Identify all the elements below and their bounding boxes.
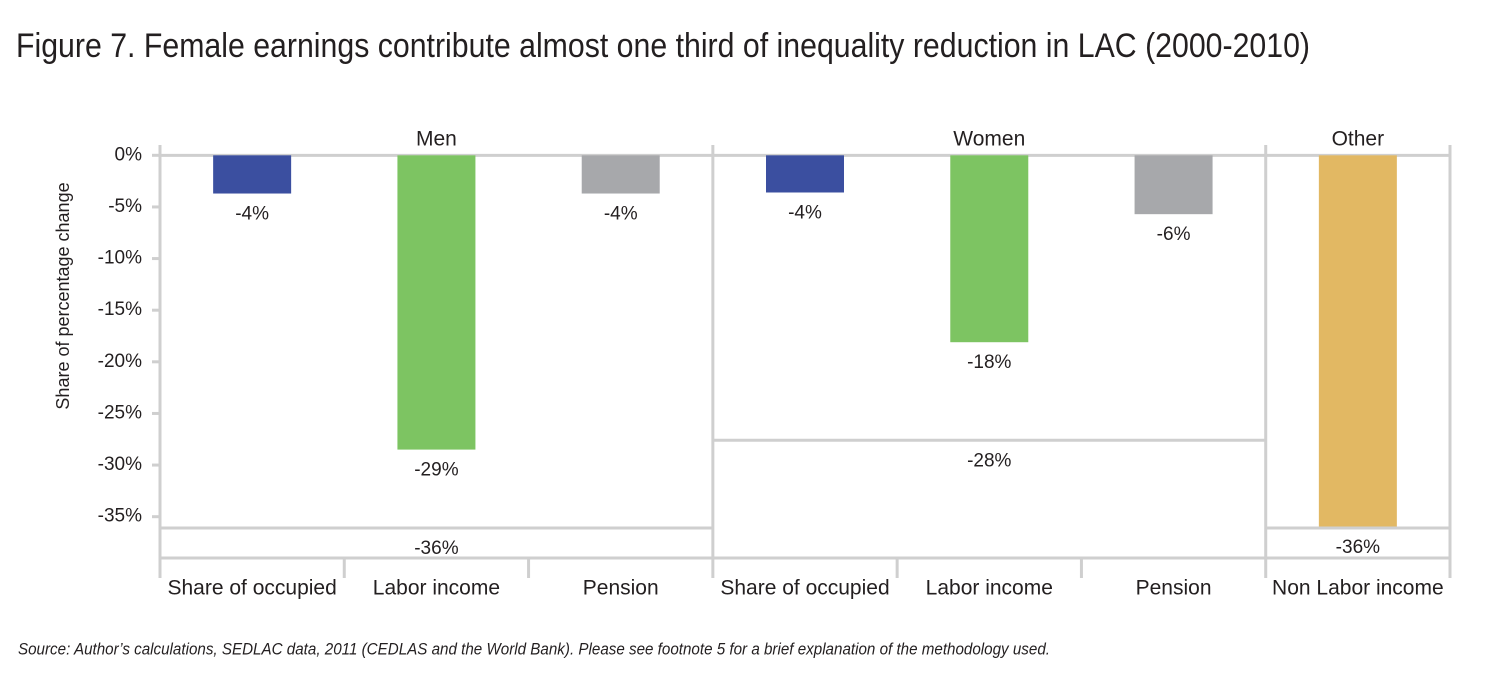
- y-tick-label: 0%: [115, 144, 143, 165]
- y-tick-label: -35%: [98, 506, 142, 527]
- group-total-label: -28%: [967, 450, 1011, 471]
- value-label: -4%: [604, 204, 638, 225]
- value-label: -6%: [1157, 224, 1191, 245]
- y-tick-label: -5%: [108, 196, 142, 217]
- source-note: Source: Author’s calculations, SEDLAC da…: [18, 639, 1050, 658]
- bar: [766, 155, 844, 193]
- y-tick-label: -10%: [98, 248, 142, 269]
- y-tick-label: -15%: [98, 299, 142, 320]
- y-axis-label: Share of percentage change: [53, 182, 73, 409]
- x-tick-label: Share of occupied: [167, 577, 336, 600]
- chart-title: Figure 7. Female earnings contribute alm…: [16, 27, 1310, 65]
- x-tick-label: Pension: [583, 577, 659, 600]
- y-tick-label: -20%: [98, 351, 142, 372]
- value-label: -36%: [1336, 537, 1380, 558]
- value-label: -18%: [967, 352, 1011, 373]
- x-tick-label: Pension: [1136, 577, 1212, 600]
- bar: [950, 155, 1029, 343]
- y-tick-label: -30%: [98, 454, 142, 475]
- bar: [397, 155, 476, 450]
- x-tick-label: Labor income: [926, 577, 1053, 600]
- y-tick-label: -25%: [98, 402, 142, 423]
- bar: [1318, 155, 1397, 528]
- bar: [1134, 155, 1213, 215]
- value-label: -29%: [414, 460, 458, 481]
- bar: [581, 155, 660, 194]
- x-tick-label: Share of occupied: [720, 577, 889, 600]
- x-tick-label: Non Labor income: [1272, 577, 1444, 600]
- value-label: -4%: [788, 203, 822, 224]
- group-label: Men: [416, 128, 457, 151]
- x-tick-label: Labor income: [373, 577, 500, 600]
- group-label: Women: [953, 128, 1025, 151]
- group-label: Other: [1332, 128, 1385, 151]
- group-total-label: -36%: [414, 538, 458, 559]
- value-label: -4%: [235, 204, 269, 225]
- bar: [213, 155, 292, 194]
